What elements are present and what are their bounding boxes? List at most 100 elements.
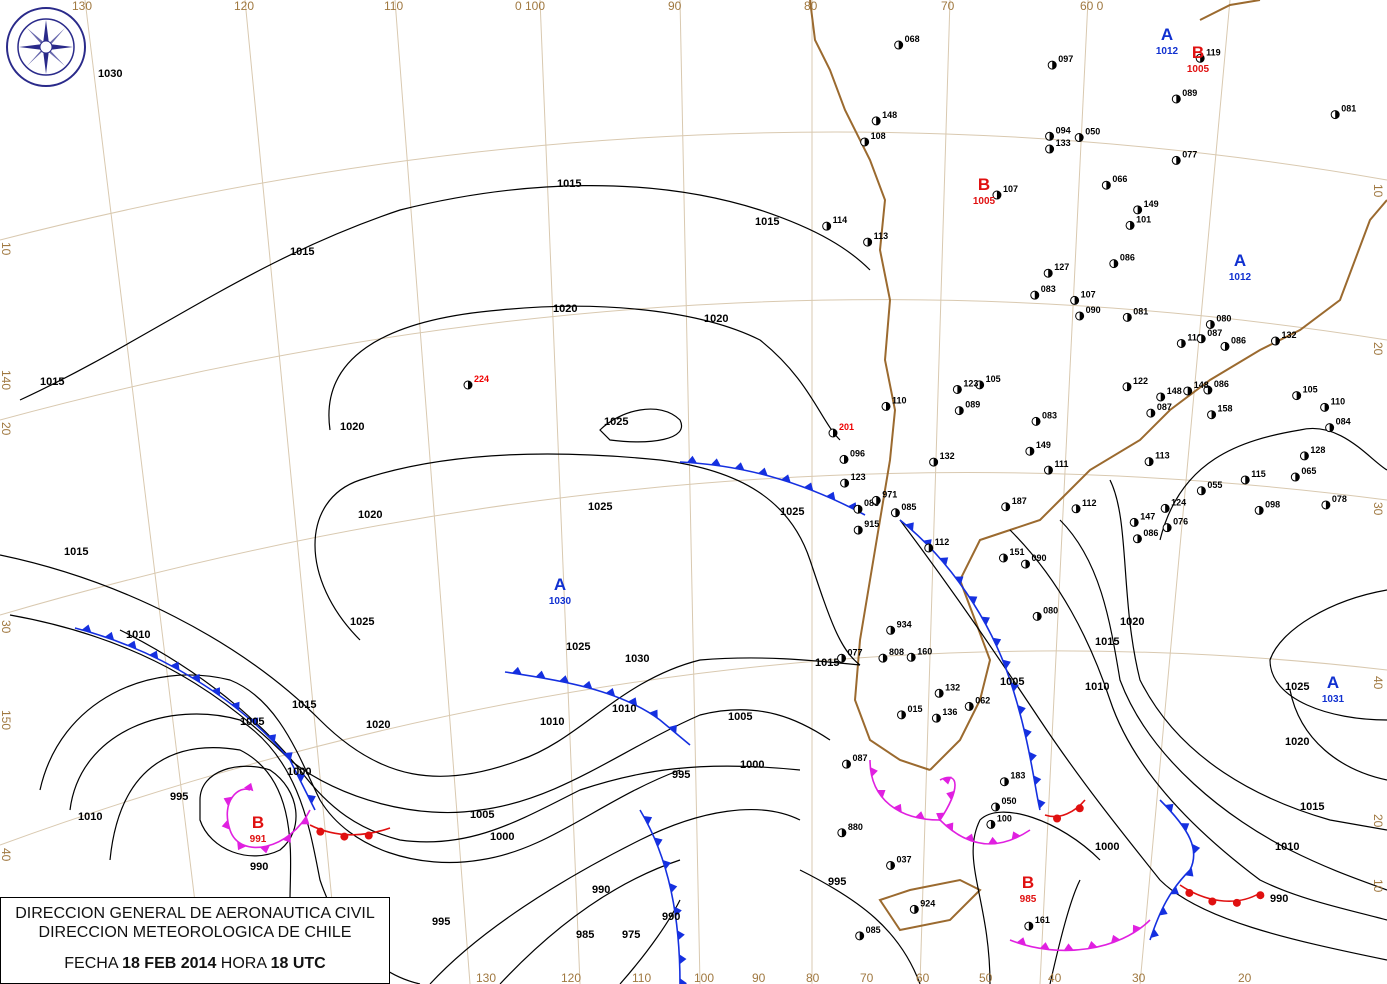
- station-pressure: 123: [851, 472, 866, 482]
- cloud-cover-icon: [969, 702, 974, 711]
- station: 148: [1156, 386, 1182, 402]
- front-symbol: [282, 834, 291, 843]
- front-symbol: [669, 883, 678, 893]
- station-pressure: 160: [917, 646, 932, 656]
- front-symbol: [710, 458, 721, 466]
- cloud-cover-icon: [1106, 181, 1111, 190]
- cloud-cover-icon: [1210, 320, 1215, 329]
- isobar-label: 1005: [1000, 676, 1024, 688]
- isobar-label: 1025: [588, 501, 612, 513]
- grid-label-left: 140: [0, 370, 13, 390]
- front-symbol: [267, 734, 277, 743]
- cloud-cover-icon: [898, 41, 903, 50]
- front-symbol: [914, 811, 925, 820]
- front-symbol: [649, 709, 658, 719]
- station-pressure: 133: [1056, 138, 1071, 148]
- cloud-cover-icon: [1113, 259, 1118, 268]
- front-symbol: [231, 701, 240, 711]
- station-pressure: 127: [1054, 262, 1069, 272]
- grid-label-top: 110: [384, 0, 403, 13]
- isobar-label: 1010: [540, 716, 564, 728]
- pressure-centers: A 1030 A 1031 A 1012 A 1012 B 991 B 985 B 1005 B 1005: [250, 25, 1345, 905]
- front-symbol: [191, 673, 201, 683]
- pressure-center-letter: A: [1327, 673, 1339, 692]
- station: 094: [1045, 125, 1071, 141]
- station-pressure: 148: [1194, 380, 1209, 390]
- cloud-cover-icon: [1025, 560, 1030, 569]
- station: 158: [1207, 404, 1233, 420]
- front-symbol: [905, 522, 914, 531]
- station: 112: [924, 537, 949, 553]
- grid-label-left: 20: [0, 422, 13, 436]
- cloud-cover-icon: [1134, 518, 1139, 527]
- cloud-cover-icon: [1259, 506, 1264, 515]
- station: 151: [998, 547, 1024, 563]
- grid-label-top: 130: [72, 0, 92, 13]
- grid-label-top: 0 100: [515, 0, 545, 13]
- grid-label-bottom: 70: [860, 971, 874, 984]
- station: 077: [1171, 149, 1197, 165]
- station-pressure: 085: [901, 502, 916, 512]
- cloud-cover-icon: [858, 526, 863, 535]
- front-symbol: [781, 474, 791, 483]
- cloud-cover-icon: [1165, 504, 1170, 513]
- station-pressure: 161: [1035, 915, 1050, 925]
- isobar-label: 1000: [740, 759, 764, 771]
- station-pressure: 055: [1207, 480, 1222, 490]
- station-pressure: 136: [942, 707, 957, 717]
- date-line: FECHA 18 FEB 2014 HORA 18 UTC: [1, 954, 389, 973]
- front-symbol: [1185, 888, 1194, 897]
- cloud-cover-icon: [1127, 382, 1132, 391]
- cloud-cover-icon: [826, 222, 831, 231]
- cloud-cover-icon: [914, 905, 919, 914]
- station: 050: [1074, 127, 1100, 143]
- station: 127: [1043, 262, 1069, 278]
- pressure-center-value: 1030: [549, 596, 572, 607]
- cloud-cover-icon: [890, 861, 895, 870]
- station: 100: [986, 813, 1012, 829]
- front-symbol: [679, 954, 687, 965]
- front-symbol: [964, 833, 975, 842]
- cloud-cover-icon: [857, 505, 862, 514]
- cloud-cover-icon: [1049, 132, 1054, 141]
- pressure-center-letter: B: [1022, 873, 1034, 892]
- station: 084: [1325, 417, 1351, 433]
- isobar-label: 1000: [287, 766, 311, 778]
- cloud-cover-icon: [1201, 486, 1206, 495]
- front-symbol: [968, 596, 978, 605]
- grid-label-left: 40: [0, 848, 13, 862]
- cloud-cover-icon: [928, 543, 933, 552]
- cloud-cover-icon: [1187, 386, 1192, 395]
- station: 066: [1101, 174, 1127, 190]
- station: 915: [853, 519, 879, 535]
- isobar-label: 1015: [64, 546, 88, 558]
- front-symbol: [668, 724, 677, 734]
- station: 065: [1290, 466, 1316, 482]
- grid-label-top: 80: [804, 0, 818, 13]
- cold-front: [679, 461, 866, 516]
- cloud-cover-icon: [1181, 339, 1186, 348]
- station: 055: [1196, 480, 1222, 496]
- grid-label-bottom: 50: [979, 971, 993, 984]
- station: 110: [1320, 396, 1345, 412]
- grid-label-right: 20: [1371, 342, 1385, 356]
- station: 096: [839, 448, 865, 464]
- isobar-label: 1015: [755, 216, 779, 228]
- grid-label-top: 90: [668, 0, 682, 13]
- isobar-label: 1020: [340, 421, 364, 433]
- grid-label-bottom: 80: [806, 971, 820, 984]
- front-symbol: [1063, 943, 1074, 951]
- isobar-label: 1015: [1095, 636, 1119, 648]
- cloud-cover-icon: [1029, 447, 1034, 456]
- cloud-cover-icon: [1207, 386, 1212, 395]
- cold-front: [639, 809, 681, 984]
- station-pressure: 050: [1085, 127, 1100, 137]
- front-symbol: [1170, 886, 1179, 895]
- pressure-center-value: 1012: [1229, 272, 1252, 283]
- station-pressure: 148: [1167, 386, 1182, 396]
- station: 133: [1045, 138, 1071, 154]
- front-symbol: [1023, 728, 1032, 739]
- isobar-label: 995: [672, 769, 690, 781]
- isobar-label: 1005: [728, 711, 752, 723]
- station: 147: [1129, 511, 1155, 527]
